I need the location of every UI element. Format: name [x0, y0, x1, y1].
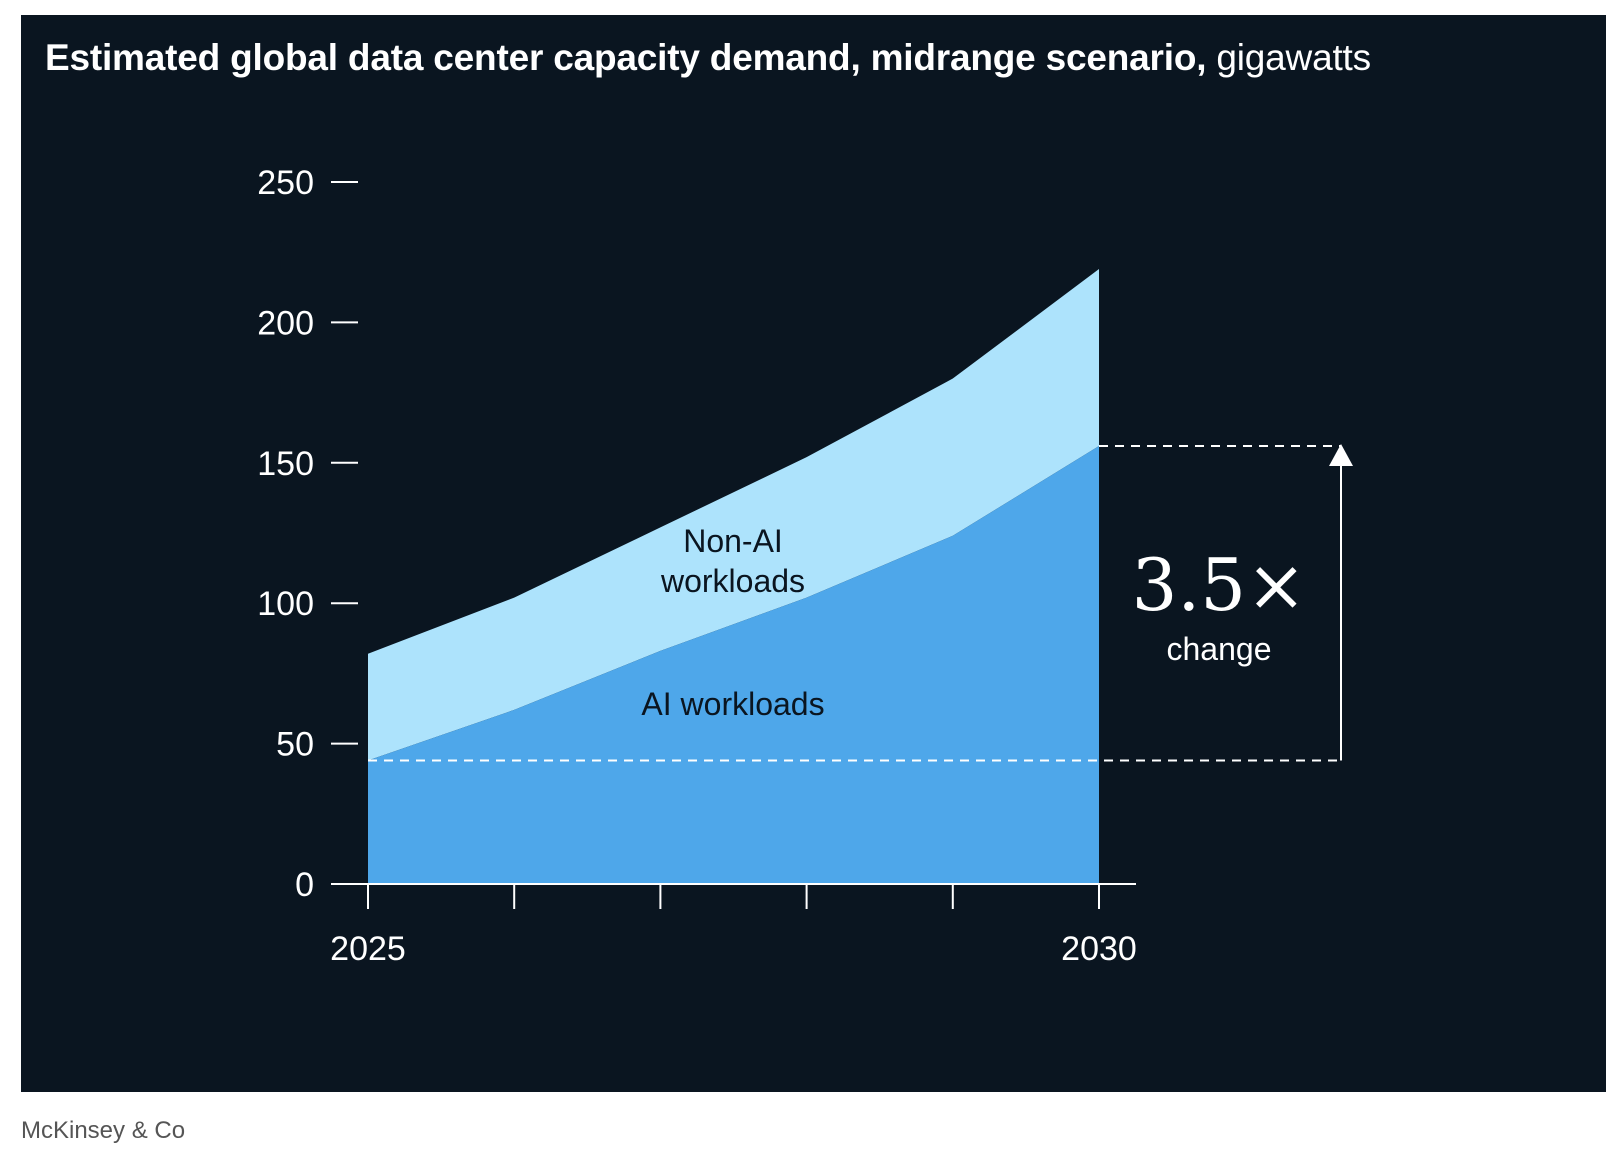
y-tick-label: 250 [257, 164, 314, 202]
change-multiplier: 3.5× [1132, 543, 1307, 627]
y-tick-label: 150 [257, 445, 314, 483]
series-area-non-ai-workloads [368, 269, 1099, 761]
chart-unit: gigawatts [1216, 37, 1371, 78]
area-label-ai-workloads: AI workloads [641, 686, 824, 722]
source-credit: McKinsey & Co [21, 1117, 186, 1144]
chart-panel: Estimated global data center capacity de… [21, 15, 1606, 1092]
y-tick-label: 50 [276, 726, 314, 764]
x-tick-label: 2030 [1061, 930, 1137, 968]
y-tick-label: 100 [257, 585, 314, 623]
area-label-non-ai-workloads: Non-AI workloads [660, 523, 805, 599]
change-label: change [1167, 631, 1272, 667]
arrow-up-icon [1329, 443, 1353, 466]
x-tick-label: 2025 [330, 930, 406, 968]
y-tick-label: 0 [295, 866, 314, 904]
chart-title: Estimated global data center capacity de… [45, 37, 1371, 78]
y-tick-label: 200 [257, 304, 314, 342]
series-area-ai-workloads [368, 445, 1099, 884]
chart-svg: 0 50 100 150 200 250 2025 2030 Non-AI workloads A… [257, 164, 1353, 968]
